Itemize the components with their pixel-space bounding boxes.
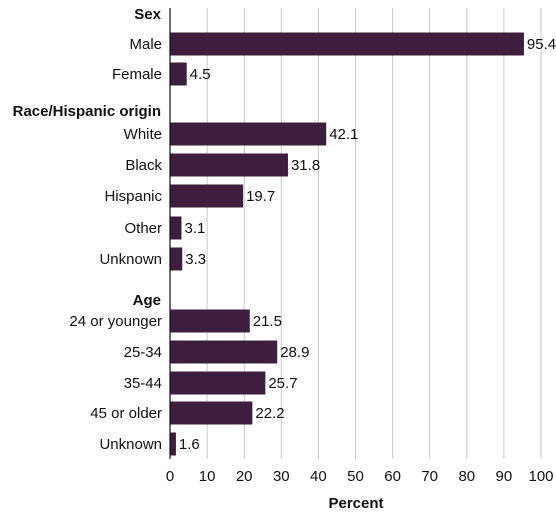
category-label: Male [129,36,162,53]
value-label: 19.7 [246,188,275,205]
category-labels: Sex Male 95.4 Female 4.5 Race/Hispanic origin… [13,6,556,453]
value-label: 95.4 [527,36,556,53]
value-label: 4.5 [190,66,211,83]
value-label: 28.9 [280,344,309,361]
x-tick-label: 80 [458,468,475,485]
x-tick-label: 40 [310,468,327,485]
x-tick-label: 10 [199,468,216,485]
category-label: 35-44 [124,375,162,392]
x-tick-label: 20 [236,468,253,485]
bar [170,32,524,56]
value-label: 21.5 [253,313,282,330]
category-label: Black [125,157,162,174]
x-axis: 0 10 20 30 40 50 60 70 80 90 100 [166,8,554,485]
x-tick-label: 0 [166,468,174,485]
category-label: Female [112,66,162,83]
x-tick-label: 70 [421,468,438,485]
category-label: Other [124,220,162,237]
bar [170,122,327,146]
category-label: 24 or younger [69,313,162,330]
x-tick-label: 100 [528,468,553,485]
category-label: 25-34 [124,344,162,361]
bars [170,32,524,456]
bar [170,216,182,240]
bar [170,340,278,364]
value-label: 22.2 [255,405,284,422]
bar [170,247,183,271]
category-label: White [124,126,162,143]
bar [170,432,176,456]
value-label: 3.3 [185,251,206,268]
value-label: 3.1 [185,220,206,237]
value-label: 42.1 [329,126,358,143]
x-axis-title: Percent [328,495,383,512]
category-label: 45 or older [90,405,162,422]
bar [170,62,187,86]
x-tick-label: 30 [273,468,290,485]
gridlines [206,8,542,459]
bar [170,184,244,208]
bar [170,153,288,177]
x-tick-label: 50 [347,468,364,485]
value-label: 25.7 [268,375,297,392]
value-label: 1.6 [179,436,200,453]
bar [170,309,250,333]
x-tick-label: 90 [496,468,513,485]
category-label: Unknown [99,251,162,268]
group-title: Race/Hispanic origin [13,103,161,120]
group-title: Sex [134,6,161,23]
group-title: Age [133,292,161,309]
value-label: 31.8 [291,157,320,174]
bar [170,401,253,425]
x-tick-label: 60 [384,468,401,485]
category-label: Unknown [99,436,162,453]
category-label: Hispanic [104,188,162,205]
bar [170,371,266,395]
